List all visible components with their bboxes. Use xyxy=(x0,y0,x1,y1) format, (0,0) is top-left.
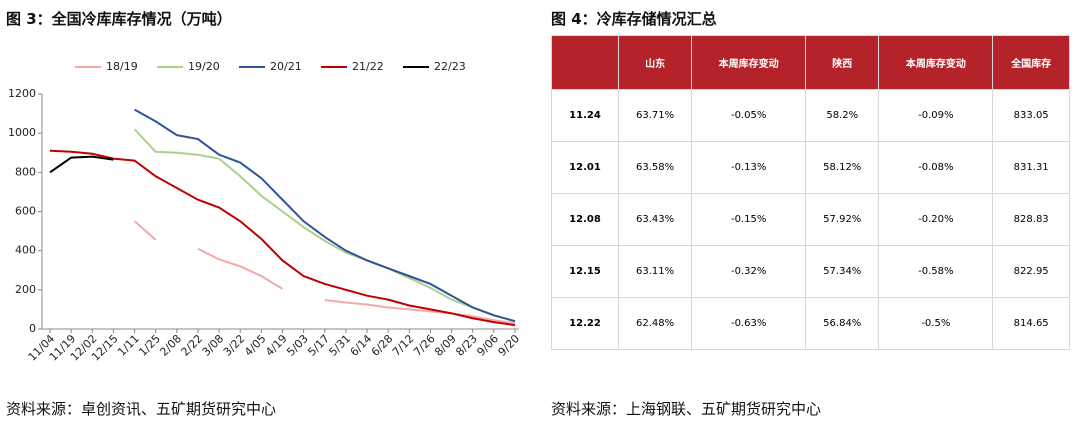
table-cell: 12.08 xyxy=(551,193,619,246)
table-title: 图 4：冷库存储情况汇总 xyxy=(551,10,717,28)
header-row: 山东 本周库存变动 陕西 本周库存变动 全国库存 xyxy=(551,35,1070,90)
x-tick-label: 3/08 xyxy=(200,332,227,359)
table-cell: 58.2% xyxy=(805,89,880,142)
summary-table: 山东 本周库存变动 陕西 本周库存变动 全国库存 11.24 63.71% -0.05% 58.… xyxy=(551,35,1070,350)
table-cell: 63.43% xyxy=(617,193,693,246)
table-cell: -0.5% xyxy=(878,297,994,350)
table-cell: 831.31 xyxy=(992,141,1070,194)
legend-label: 18/19 xyxy=(106,60,138,73)
x-tick-label: 4/19 xyxy=(263,332,290,359)
legend-label: 22/23 xyxy=(434,60,466,73)
table-cell: -0.08% xyxy=(878,141,994,194)
header-cell: 陕西 xyxy=(805,35,880,90)
y-tick-label: 400 xyxy=(15,244,36,257)
table-cell: -0.05% xyxy=(691,89,807,142)
series-line xyxy=(49,149,516,327)
header-cell xyxy=(551,35,619,90)
table-cell: 814.65 xyxy=(992,297,1070,350)
x-tick-label: 6/14 xyxy=(348,332,375,359)
x-tick-label: 5/03 xyxy=(284,332,311,359)
y-tick-label: 800 xyxy=(15,165,36,178)
series-line xyxy=(49,155,114,174)
header-cell: 山东 xyxy=(617,35,693,90)
table-cell: 828.83 xyxy=(992,193,1070,246)
table-cell: 63.11% xyxy=(617,245,693,298)
series-line xyxy=(133,220,516,325)
x-tick-label: 9/20 xyxy=(496,332,523,359)
table-cell: 11.24 xyxy=(551,89,619,142)
series-line xyxy=(133,128,516,323)
x-tick-label: 2/22 xyxy=(179,332,206,359)
table-cell: 56.84% xyxy=(805,297,880,350)
x-tick-label: 5/17 xyxy=(305,332,332,359)
table-cell: 62.48% xyxy=(617,297,693,350)
y-tick-label: 0 xyxy=(29,322,36,335)
y-tick-label: 200 xyxy=(15,283,36,296)
x-tick-label: 2/08 xyxy=(157,332,184,359)
table-cell: 12.01 xyxy=(551,141,619,194)
legend-label: 21/22 xyxy=(352,60,384,73)
table-cell: 58.12% xyxy=(805,141,880,194)
table-cell: -0.32% xyxy=(691,245,807,298)
legend-label: 20/21 xyxy=(270,60,302,73)
x-tick-label: 1/11 xyxy=(115,332,142,359)
table-cell: 833.05 xyxy=(992,89,1070,142)
table-row: 11.24 63.71% -0.05% 58.2% -0.09% 833.05 xyxy=(551,89,1070,142)
chart-title: 图 3：全国冷库库存情况（万吨） xyxy=(6,10,232,28)
header-cell: 本周库存变动 xyxy=(878,35,994,90)
table-row: 12.15 63.11% -0.32% 57.34% -0.58% 822.95 xyxy=(551,245,1070,298)
table-cell: 63.58% xyxy=(617,141,693,194)
x-tick-label: 8/09 xyxy=(432,332,459,359)
table-cell: -0.09% xyxy=(878,89,994,142)
x-tick-label: 8/23 xyxy=(453,332,480,359)
table-cell: -0.13% xyxy=(691,141,807,194)
y-tick-label: 1200 xyxy=(8,87,36,100)
header-cell: 全国库存 xyxy=(992,35,1070,90)
header-cell: 本周库存变动 xyxy=(691,35,807,90)
table-row: 12.08 63.43% -0.15% 57.92% -0.20% 828.83 xyxy=(551,193,1070,246)
table-cell: 12.22 xyxy=(551,297,619,350)
table-cell: -0.58% xyxy=(878,245,994,298)
table-cell: 57.34% xyxy=(805,245,880,298)
table-cell: 12.15 xyxy=(551,245,619,298)
table-cell: -0.20% xyxy=(878,193,994,246)
table-cell: 822.95 xyxy=(992,245,1070,298)
x-tick-label: 1/25 xyxy=(136,332,163,359)
table-cell: 63.71% xyxy=(617,89,693,142)
x-tick-label: 9/06 xyxy=(474,332,501,359)
chart: 02004006008001000120011/0411/1912/0212/1… xyxy=(8,60,523,364)
table-cell: -0.63% xyxy=(691,297,807,350)
legend-label: 19/20 xyxy=(188,60,220,73)
chart-source: 资料来源：卓创资讯、五矿期货研究中心 xyxy=(6,400,277,418)
x-tick-label: 5/31 xyxy=(326,332,353,359)
x-tick-label: 3/22 xyxy=(221,332,248,359)
table-cell: 57.92% xyxy=(805,193,880,246)
table-row: 12.22 62.48% -0.63% 56.84% -0.5% 814.65 xyxy=(551,297,1070,350)
y-tick-label: 1000 xyxy=(8,126,36,139)
series-line xyxy=(134,108,516,323)
y-tick-label: 600 xyxy=(15,205,36,218)
x-tick-label: 7/26 xyxy=(411,332,438,359)
x-tick-label: 7/12 xyxy=(390,332,417,359)
table-source: 资料来源：上海钢联、五矿期货研究中心 xyxy=(551,400,822,418)
x-tick-label: 6/28 xyxy=(369,332,396,359)
x-tick-label: 4/05 xyxy=(242,332,269,359)
table-cell: -0.15% xyxy=(691,193,807,246)
table-row: 12.01 63.58% -0.13% 58.12% -0.08% 831.31 xyxy=(551,141,1070,194)
